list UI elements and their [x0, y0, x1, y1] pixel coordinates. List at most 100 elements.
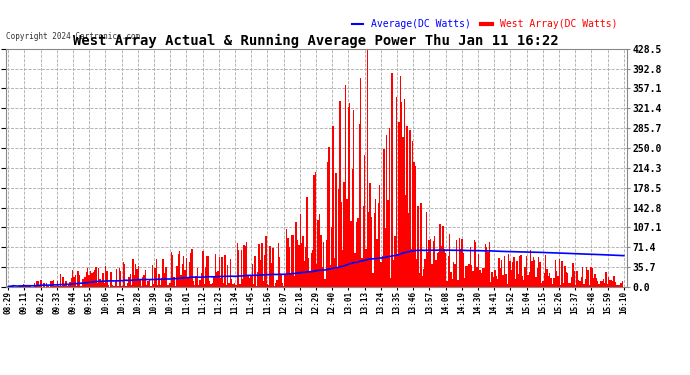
Bar	[483, 268, 484, 287]
Bar	[553, 278, 555, 287]
Bar	[46, 283, 48, 287]
Bar	[393, 260, 394, 287]
Bar	[150, 286, 152, 287]
Bar	[386, 135, 387, 287]
Bar	[338, 189, 339, 287]
Bar	[469, 264, 470, 287]
Bar	[259, 244, 260, 287]
Bar	[404, 99, 405, 287]
Bar	[487, 252, 489, 287]
Bar	[34, 283, 35, 287]
Bar	[564, 267, 566, 287]
Bar	[490, 282, 491, 287]
Bar	[21, 286, 23, 287]
Bar	[106, 272, 108, 287]
Bar	[282, 284, 283, 287]
Bar	[476, 267, 477, 287]
Bar	[312, 250, 313, 287]
Bar	[302, 236, 304, 287]
Bar	[92, 272, 94, 287]
Bar	[30, 285, 31, 287]
Bar	[591, 268, 593, 287]
Bar	[295, 222, 297, 287]
Bar	[391, 73, 393, 287]
Bar	[463, 253, 464, 287]
Bar	[420, 202, 422, 287]
Bar	[253, 284, 255, 287]
Bar	[601, 281, 602, 287]
Bar	[341, 202, 342, 287]
Bar	[23, 284, 24, 287]
Bar	[580, 277, 582, 287]
Bar	[431, 264, 433, 287]
Bar	[228, 284, 230, 287]
Bar	[170, 252, 172, 287]
Bar	[48, 286, 49, 287]
Bar	[139, 280, 141, 287]
Bar	[611, 280, 612, 287]
Bar	[201, 273, 202, 287]
Bar	[216, 272, 217, 287]
Bar	[184, 270, 186, 287]
Bar	[622, 281, 623, 287]
Bar	[117, 286, 119, 287]
Bar	[446, 281, 448, 287]
Bar	[444, 249, 445, 287]
Bar	[194, 285, 195, 287]
Bar	[193, 280, 194, 287]
Bar	[309, 271, 310, 287]
Bar	[260, 260, 262, 287]
Bar	[401, 102, 402, 287]
Bar	[326, 240, 327, 287]
Bar	[384, 228, 386, 287]
Bar	[68, 285, 69, 287]
Bar	[215, 254, 216, 287]
Bar	[116, 268, 117, 287]
Bar	[119, 268, 120, 287]
Bar	[257, 272, 259, 287]
Bar	[489, 242, 490, 287]
Bar	[449, 234, 451, 287]
Bar	[95, 267, 97, 287]
Bar	[571, 277, 573, 287]
Bar	[206, 256, 208, 287]
Bar	[467, 266, 469, 287]
Bar	[120, 272, 121, 287]
Bar	[102, 273, 103, 287]
Bar	[355, 254, 356, 287]
Bar	[452, 279, 453, 287]
Bar	[19, 285, 20, 287]
Bar	[57, 280, 58, 287]
Bar	[268, 285, 269, 287]
Bar	[38, 281, 39, 287]
Bar	[529, 272, 530, 287]
Bar	[579, 281, 580, 287]
Bar	[388, 128, 390, 287]
Bar	[246, 242, 248, 287]
Bar	[520, 255, 522, 287]
Bar	[97, 283, 98, 287]
Bar	[351, 221, 352, 287]
Bar	[473, 240, 475, 287]
Bar	[435, 260, 437, 287]
Bar	[148, 281, 149, 287]
Bar	[397, 254, 398, 287]
Bar	[199, 280, 201, 287]
Bar	[256, 286, 257, 287]
Bar	[248, 276, 249, 287]
Bar	[578, 280, 579, 287]
Bar	[527, 275, 529, 287]
Bar	[24, 285, 26, 287]
Bar	[495, 276, 497, 287]
Bar	[584, 279, 586, 287]
Bar	[124, 264, 126, 287]
Bar	[597, 281, 598, 287]
Bar	[65, 281, 66, 287]
Bar	[379, 185, 380, 287]
Bar	[493, 278, 494, 287]
Bar	[409, 130, 411, 287]
Bar	[50, 281, 52, 287]
Bar	[551, 278, 552, 287]
Bar	[264, 255, 265, 287]
Bar	[335, 172, 337, 287]
